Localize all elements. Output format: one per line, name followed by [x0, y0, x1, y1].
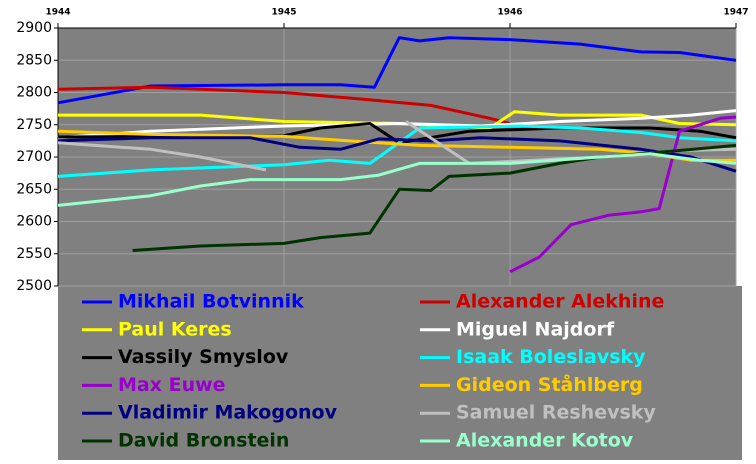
- legend-label: Max Euwe: [118, 374, 226, 396]
- legend-label: David Bronstein: [118, 430, 289, 452]
- series-line: [509, 115, 737, 274]
- series-line: [57, 124, 737, 178]
- legend-label: Gideon Ståhlberg: [456, 372, 643, 396]
- legend-box: [58, 286, 742, 460]
- legend-label: Samuel Reshevsky: [456, 402, 656, 424]
- legend-label: Vladimir Makogonov: [118, 402, 338, 424]
- series-line: [57, 152, 737, 207]
- y-tick-label: 2650: [16, 181, 52, 197]
- legend-label: Vassily Smyslov: [118, 346, 289, 368]
- x-tick-label: 1947: [723, 8, 748, 18]
- legend-label: Alexander Alekhine: [456, 291, 664, 313]
- legend-label: Isaak Boleslavsky: [456, 346, 646, 368]
- y-tick-label: 2500: [16, 278, 52, 294]
- series-line: [57, 36, 737, 105]
- y-tick-label: 2900: [16, 20, 52, 36]
- x-tick-label: 1946: [497, 8, 522, 18]
- y-tick-label: 2600: [16, 214, 52, 230]
- series-line: [58, 110, 737, 130]
- y-tick-label: 2700: [16, 149, 52, 165]
- y-tick-label: 2550: [16, 246, 52, 262]
- x-tick-label: 1945: [271, 8, 296, 18]
- series-line: [57, 85, 511, 125]
- y-tick-label: 2750: [16, 117, 52, 133]
- series-line: [57, 122, 737, 145]
- legend-label: Miguel Najdorf: [456, 318, 615, 340]
- legend-label: Mikhail Botvinnik: [118, 291, 304, 313]
- series-line: [57, 136, 737, 173]
- legend-label: Paul Keres: [118, 318, 232, 340]
- y-tick-label: 2800: [16, 85, 52, 101]
- x-tick-label: 1944: [45, 8, 70, 18]
- y-tick-label: 2850: [16, 52, 52, 68]
- legend-label: Alexander Kotov: [456, 430, 634, 452]
